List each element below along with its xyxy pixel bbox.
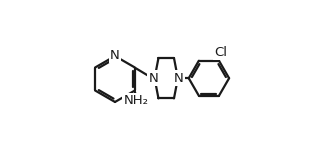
Text: NH₂: NH₂ [124, 94, 149, 107]
Text: N: N [110, 49, 120, 62]
Text: N: N [174, 72, 184, 85]
Text: N: N [149, 72, 158, 85]
Text: Cl: Cl [214, 46, 227, 59]
